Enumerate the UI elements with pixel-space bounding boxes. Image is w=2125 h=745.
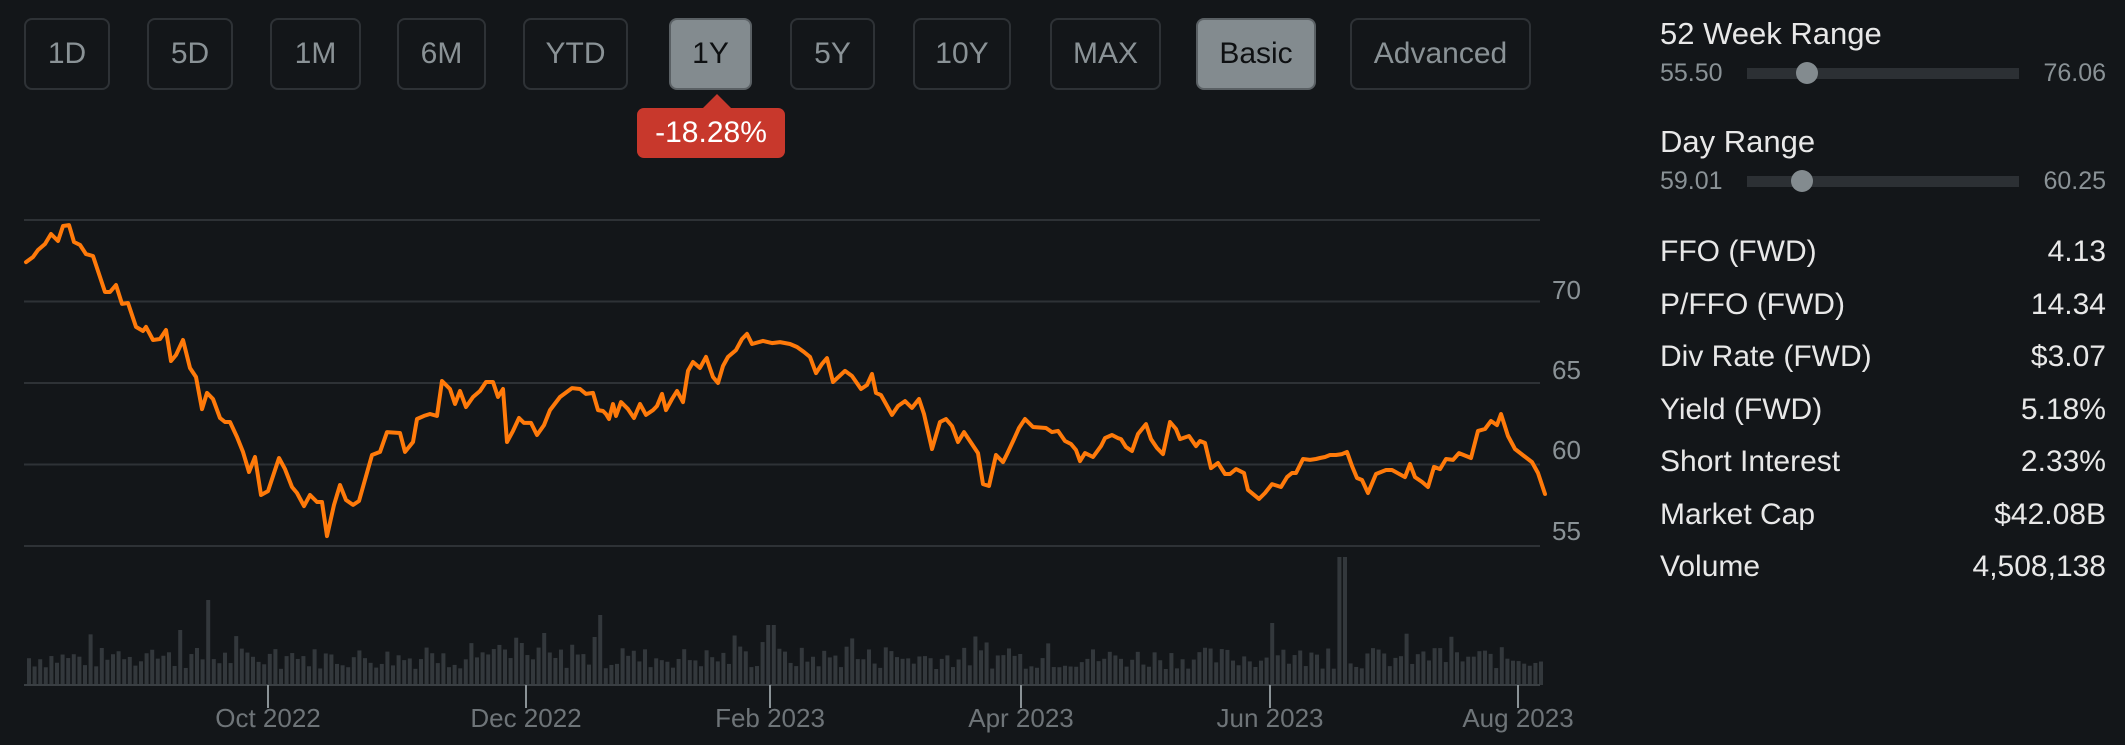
stat-value: $3.07 — [2030, 340, 2106, 373]
week52-marker — [1795, 62, 1818, 84]
stat-row: P/FFO (FWD) 14.34 — [1660, 283, 2106, 327]
stat-label: Market Cap — [1660, 497, 1816, 531]
stat-row: Volume 4,508,138 — [1660, 545, 2106, 589]
period-button-ytd[interactable]: YTD — [523, 18, 628, 90]
week52-range-title: 52 Week Range — [1660, 16, 1882, 51]
period-button-5d[interactable]: 5D — [147, 18, 233, 90]
x-tick-label: Aug 2023 — [1462, 703, 1574, 733]
mode-button-basic[interactable]: Basic — [1196, 18, 1316, 90]
period-button-5y[interactable]: 5Y — [790, 18, 875, 90]
stat-row: Yield (FWD) 5.18% — [1660, 388, 2106, 432]
stat-row: Short Interest 2.33% — [1660, 440, 2106, 484]
mode-button-advanced[interactable]: Advanced — [1350, 18, 1531, 90]
x-tick-label: Dec 2022 — [470, 703, 582, 733]
day-range-slider — [1747, 170, 2019, 192]
stat-value: 4.13 — [2047, 235, 2106, 268]
stat-row: FFO (FWD) 4.13 — [1660, 230, 2106, 274]
stat-label: FFO (FWD) — [1660, 235, 1817, 268]
stat-label: Div Rate (FWD) — [1660, 340, 1872, 373]
week52-high: 76.06 — [2043, 59, 2106, 87]
week52-low: 55.50 — [1660, 59, 1723, 87]
change-badge: -18.28% — [637, 94, 785, 158]
day-high: 60.25 — [2043, 167, 2106, 195]
stat-value: $42.08B — [1994, 497, 2106, 531]
week52-range-slider — [1747, 62, 2019, 84]
period-button-1y[interactable]: 1Y — [669, 18, 752, 90]
y-tick-65: 65 — [1552, 355, 1581, 385]
price-line — [24, 223, 1547, 539]
y-tick-55: 55 — [1552, 516, 1581, 546]
stat-label: Yield (FWD) — [1660, 392, 1823, 426]
y-tick-70: 70 — [1552, 275, 1581, 305]
stat-row: Market Cap $42.08B — [1660, 493, 2106, 537]
period-button-1d[interactable]: 1D — [24, 18, 110, 90]
price-chart[interactable]: 70 65 60 55 Oct 2022 Dec 2022 Feb 2023 Apr … — [0, 0, 1600, 745]
stat-value: 5.18% — [2020, 392, 2106, 426]
stat-label: P/FFO (FWD) — [1660, 287, 1845, 321]
day-low: 59.01 — [1660, 167, 1723, 195]
period-button-10y[interactable]: 10Y — [913, 18, 1011, 90]
x-tick-label: Jun 2023 — [1216, 703, 1324, 733]
stat-row: Div Rate (FWD) $3.07 — [1660, 335, 2106, 379]
stat-label: Short Interest — [1660, 445, 1841, 478]
price-chart-canvas — [24, 219, 1547, 708]
x-tick-label: Oct 2022 — [215, 703, 321, 733]
period-button-6m[interactable]: 6M — [397, 18, 486, 90]
x-tick-label: Feb 2023 — [715, 703, 825, 733]
y-tick-60: 60 — [1552, 435, 1581, 465]
period-button-1m[interactable]: 1M — [270, 18, 361, 90]
day-range-title: Day Range — [1660, 124, 1816, 159]
stat-value: 2.33% — [2020, 445, 2106, 478]
period-button-max[interactable]: MAX — [1050, 18, 1161, 90]
stat-value: 4,508,138 — [1972, 550, 2106, 583]
stat-value: 14.34 — [2030, 287, 2106, 321]
x-tick-label: Apr 2023 — [968, 703, 1074, 733]
day-marker — [1790, 170, 1813, 192]
stat-label: Volume — [1660, 550, 1761, 583]
